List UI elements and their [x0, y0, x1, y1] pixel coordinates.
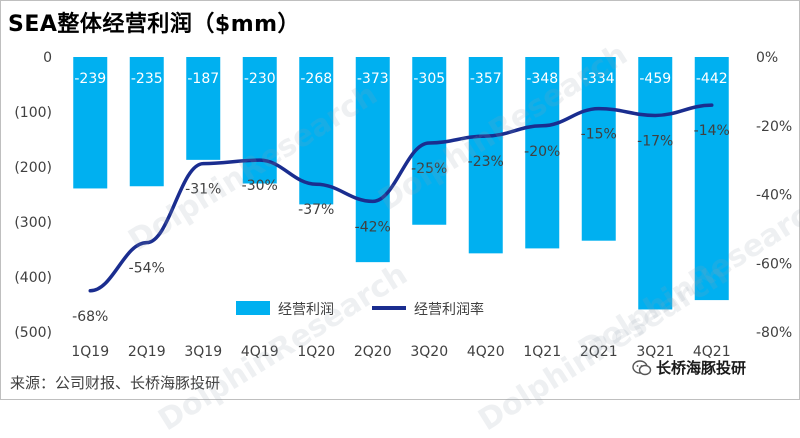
y-right-tick-label: 0% [756, 50, 778, 66]
line-data-label: -37% [298, 202, 334, 218]
y-right-tick-label: -80% [756, 325, 792, 341]
chart-svg: 0 (100) (200) (300) (400) (500) 0% -20% -40% -60%… [14, 50, 792, 360]
x-tick-label: 3Q19 [184, 344, 222, 360]
chart-title: SEA整体经营利润（$mm） [8, 12, 301, 37]
bar [468, 57, 503, 254]
y-left-tick-label: (300) [14, 215, 52, 231]
bar [694, 57, 729, 301]
bar-data-label: -334 [583, 71, 615, 87]
bar-data-label: -268 [300, 71, 332, 87]
bar-data-label: -305 [413, 71, 445, 87]
bar [638, 57, 673, 310]
x-tick-label: 3Q21 [636, 344, 674, 360]
bar-data-label: -239 [74, 71, 106, 87]
bar [355, 57, 390, 263]
x-tick-label: 4Q21 [693, 344, 731, 360]
line-data-label: -42% [355, 219, 391, 235]
legend-bar-swatch [236, 301, 270, 315]
x-tick-label: 1Q21 [523, 344, 561, 360]
bar [129, 57, 164, 187]
bar-data-label: -442 [696, 71, 728, 87]
bar-data-label: -235 [131, 71, 163, 87]
y-left-tick-label: (400) [14, 270, 52, 286]
x-tick-label: 2Q19 [128, 344, 166, 360]
x-tick-label: 1Q19 [71, 344, 109, 360]
chat-bubble-icon [632, 359, 652, 375]
x-tick-label: 2Q21 [580, 344, 618, 360]
line-data-label: -30% [242, 178, 278, 194]
line-data-label: -25% [411, 161, 447, 177]
line-data-label: -17% [637, 133, 673, 149]
bar [581, 57, 616, 241]
series-line [88, 103, 714, 293]
x-tick-label: 3Q20 [410, 344, 448, 360]
bar [73, 57, 108, 189]
x-tick-label: 2Q20 [354, 344, 392, 360]
line-data-label: -15% [581, 127, 617, 143]
bar-data-label: -187 [187, 71, 219, 87]
line-data-label: -68% [72, 309, 108, 325]
legend-line-label: 经营利润率 [414, 301, 484, 318]
brand-logo: 长桥海豚投研 [632, 357, 746, 378]
bar-data-label: -373 [357, 71, 389, 87]
bar-data-label: -357 [470, 71, 502, 87]
x-tick-label: 4Q19 [241, 344, 279, 360]
y-right-tick-label: -20% [756, 119, 792, 135]
bar [186, 57, 221, 160]
bar-data-label: -348 [526, 71, 558, 87]
bar-data-label: -459 [639, 71, 671, 87]
line-data-label: -23% [468, 154, 504, 170]
bar [299, 57, 334, 205]
y-left-tick-label: (500) [14, 325, 52, 341]
y-left-tick-label: (200) [14, 160, 52, 176]
y-left-tick-label: 0 [43, 50, 52, 66]
brand-name: 长桥海豚投研 [656, 359, 747, 377]
y-left-tick-label: (100) [14, 105, 52, 121]
line-data-label: -20% [524, 144, 560, 160]
line-data-label: -31% [185, 182, 221, 198]
bar-data-label: -230 [244, 71, 276, 87]
y-right-tick-label: -60% [756, 256, 792, 272]
line-data-label: -14% [694, 123, 730, 139]
line-data-label: -54% [129, 261, 165, 277]
x-tick-label: 1Q20 [297, 344, 335, 360]
y-right-tick-label: -40% [756, 188, 792, 204]
bar [525, 57, 560, 249]
source-note: 来源：公司财报、长桥海豚投研 [10, 374, 221, 392]
legend-bar-label: 经营利润 [278, 302, 334, 318]
x-tick-label: 4Q20 [467, 344, 505, 360]
